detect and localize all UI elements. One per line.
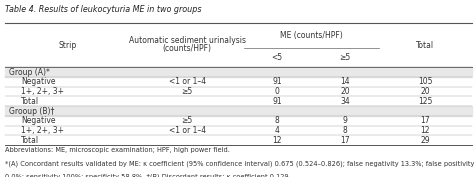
Bar	[5, 106, 472, 116]
Text: 20: 20	[340, 87, 350, 96]
Text: 17: 17	[420, 116, 430, 125]
Text: ≥5: ≥5	[182, 87, 193, 96]
Text: 12: 12	[420, 126, 430, 135]
Text: 125: 125	[418, 97, 433, 106]
Text: ≥5: ≥5	[339, 53, 350, 62]
Text: Automatic sediment urinalysis: Automatic sediment urinalysis	[129, 36, 246, 45]
Text: 0: 0	[275, 87, 280, 96]
Text: 4: 4	[275, 126, 280, 135]
Text: 1+, 2+, 3+: 1+, 2+, 3+	[21, 126, 64, 135]
Bar	[5, 67, 472, 77]
Text: Total: Total	[21, 136, 39, 145]
Text: <1 or 1–4: <1 or 1–4	[169, 77, 206, 86]
Text: <1 or 1–4: <1 or 1–4	[169, 126, 206, 135]
Text: 20: 20	[420, 87, 430, 96]
Text: 0.0%; sensitivity 100%; specificity 58.8%. †(B) Discordant results: κ coefficien: 0.0%; sensitivity 100%; specificity 58.8…	[5, 173, 291, 177]
Text: *(A) Concordant results validated by ME: κ coefficient (95% confidence interval): *(A) Concordant results validated by ME:…	[5, 160, 474, 167]
Text: 9: 9	[342, 116, 347, 125]
Text: (counts/HPF): (counts/HPF)	[163, 44, 212, 53]
Text: 34: 34	[340, 97, 350, 106]
Text: 1+, 2+, 3+: 1+, 2+, 3+	[21, 87, 64, 96]
Text: 91: 91	[273, 77, 282, 86]
Text: 91: 91	[273, 97, 282, 106]
Text: Strip: Strip	[58, 41, 77, 50]
Text: Abbreviations: ME, microscopic examination; HPF, high power field.: Abbreviations: ME, microscopic examinati…	[5, 147, 229, 153]
Text: <5: <5	[272, 53, 283, 62]
Text: Group (A)*: Group (A)*	[9, 68, 50, 77]
Text: 17: 17	[340, 136, 350, 145]
Text: ≥5: ≥5	[182, 116, 193, 125]
Text: Table 4. Results of leukocyturia ME in two groups: Table 4. Results of leukocyturia ME in t…	[5, 5, 201, 14]
Text: 14: 14	[340, 77, 350, 86]
Text: Negative: Negative	[21, 77, 56, 86]
Text: 29: 29	[420, 136, 430, 145]
Text: 105: 105	[418, 77, 433, 86]
Text: Negative: Negative	[21, 116, 56, 125]
Text: 12: 12	[273, 136, 282, 145]
Text: Grooup (B)†: Grooup (B)†	[9, 107, 55, 116]
Text: Total: Total	[21, 97, 39, 106]
Text: Total: Total	[416, 41, 435, 50]
Text: ME (counts/HPF): ME (counts/HPF)	[280, 31, 343, 40]
Text: 8: 8	[275, 116, 280, 125]
Text: 8: 8	[342, 126, 347, 135]
